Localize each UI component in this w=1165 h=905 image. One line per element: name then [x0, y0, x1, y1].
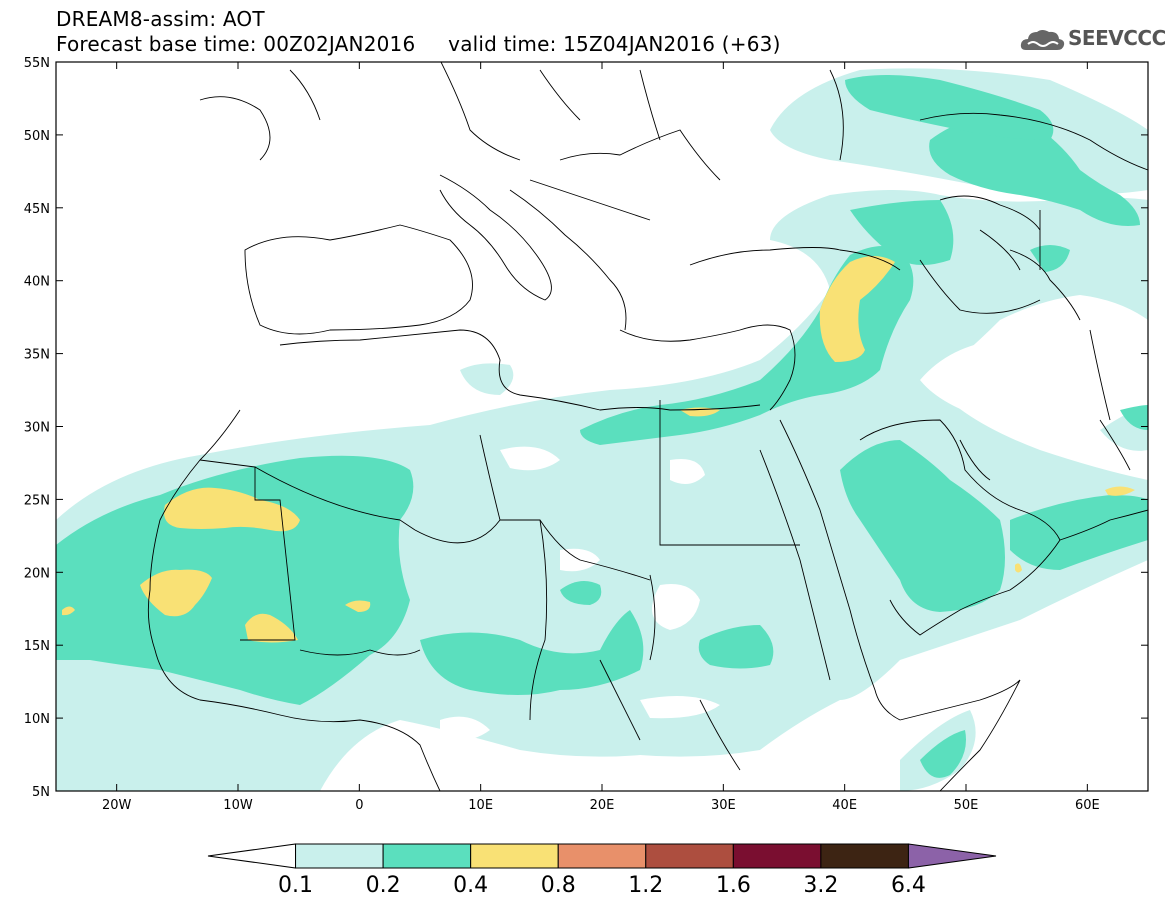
colorbar — [207, 843, 997, 869]
colorbar-box — [820, 843, 909, 869]
colorbar-box — [645, 843, 734, 869]
lat-label: 50N — [24, 129, 50, 144]
colorbar-label: 3.2 — [803, 873, 839, 898]
coastlines-borders — [147, 62, 1148, 791]
lat-label: 45N — [24, 202, 50, 217]
aot-field — [56, 62, 1148, 791]
cloud-icon — [1020, 30, 1065, 50]
aot-level-0.4 — [62, 256, 1135, 643]
lon-label: 20W — [102, 798, 132, 813]
colorbar-box — [732, 843, 822, 869]
colorbar-box — [295, 843, 384, 869]
lat-label: 15N — [24, 639, 50, 654]
seevccc-logo: SEEVCCC — [1018, 24, 1165, 56]
colorbar-label: 1.2 — [628, 873, 664, 898]
colorbar-label: 6.4 — [890, 873, 926, 898]
lon-label: 40E — [832, 798, 857, 813]
lon-label: 50E — [954, 798, 979, 813]
colorbar-label: 1.6 — [715, 873, 751, 898]
lat-label: 5N — [32, 785, 50, 800]
chart-title: DREAM8-assim: AOT — [56, 7, 265, 31]
colorbar-box — [557, 843, 647, 869]
lon-label: 0 — [355, 798, 363, 813]
lon-label: 10E — [468, 798, 493, 813]
colorbar-label: 0.2 — [365, 873, 401, 898]
lon-label: 60E — [1075, 798, 1100, 813]
chart-subtitle: Forecast base time: 00Z02JAN2016 valid t… — [56, 32, 781, 56]
lon-label: 20E — [590, 798, 615, 813]
colorbar-label: 0.1 — [278, 873, 314, 898]
lat-label: 20N — [24, 566, 50, 581]
lat-label: 35N — [24, 348, 50, 363]
lat-label: 10N — [24, 712, 50, 727]
lon-label: 30E — [711, 798, 736, 813]
lat-label: 25N — [24, 493, 50, 508]
colorbar-high-arrow — [907, 843, 997, 869]
lat-label: 30N — [24, 421, 50, 436]
colorbar-box — [470, 843, 559, 869]
colorbar-box — [382, 843, 472, 869]
latitude-axis: 55N 50N 45N 40N 35N 30N 25N 20N 15N 10N 5N — [24, 56, 1148, 800]
longitude-axis: 20W 10W 0 10E 20E 30E 40E 50E 60E — [102, 62, 1100, 813]
colorbar-label: 0.4 — [453, 873, 489, 898]
lat-label: 40N — [24, 275, 50, 290]
colorbar-label: 0.8 — [540, 873, 576, 898]
logo-text: SEEVCCC — [1068, 26, 1165, 50]
lon-label: 10W — [223, 798, 253, 813]
colorbar-low-arrow — [207, 843, 297, 869]
lat-label: 55N — [24, 56, 50, 71]
